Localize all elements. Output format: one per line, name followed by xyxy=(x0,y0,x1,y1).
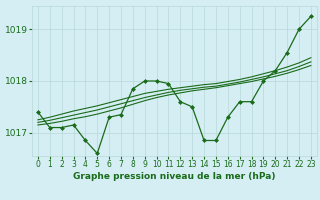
X-axis label: Graphe pression niveau de la mer (hPa): Graphe pression niveau de la mer (hPa) xyxy=(73,172,276,181)
